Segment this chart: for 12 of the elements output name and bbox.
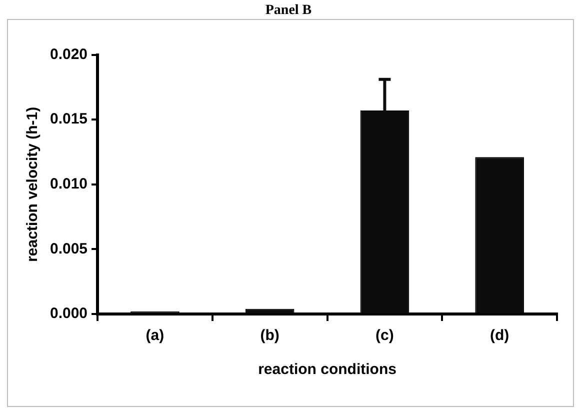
- chart-title: Panel B: [265, 3, 312, 18]
- x-tick-label: (c): [376, 327, 394, 344]
- x-axis-title: reaction conditions: [258, 361, 396, 378]
- y-tick-label: 0.010: [50, 176, 88, 193]
- y-axis-title: reaction velocity (h-1): [24, 106, 42, 262]
- y-tick-label: 0.000: [50, 305, 88, 322]
- x-tick-label: (b): [260, 327, 280, 344]
- x-tick-label: (a): [146, 327, 164, 344]
- y-tick-label: 0.015: [50, 110, 88, 128]
- x-tick-label: (d): [490, 327, 510, 344]
- y-tick-label: 0.005: [50, 240, 88, 258]
- y-tick-label: 0.020: [50, 46, 88, 63]
